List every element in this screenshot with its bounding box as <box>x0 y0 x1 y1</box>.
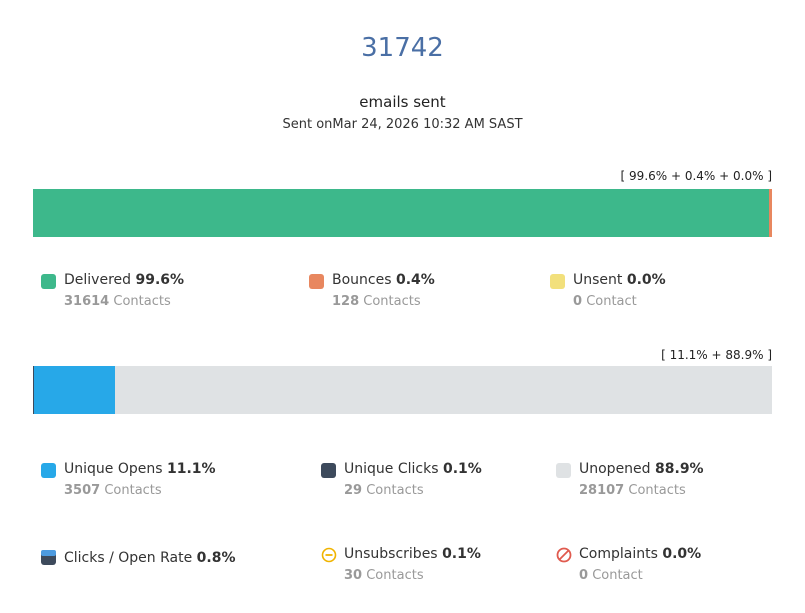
legend-swatch <box>41 274 56 289</box>
legend-swatch <box>550 274 565 289</box>
contact-unit: Contacts <box>363 294 421 309</box>
contact-count: 29 <box>344 483 363 498</box>
legend-swatch <box>309 274 324 289</box>
contact-count: 0 <box>573 294 583 309</box>
sent-count: 31742 <box>361 33 444 63</box>
legend-label: Complaints 0.0% <box>579 546 701 562</box>
contact-unit: Contacts <box>104 483 162 498</box>
sent-line: Sent onMar 24, 2026 10:32 AM SAST <box>0 117 805 132</box>
complaint-icon <box>556 547 572 563</box>
legend-label: Unique Opens 11.1% <box>64 461 216 477</box>
item-percent: 11.1% <box>166 461 216 477</box>
item-label: Complaints <box>579 546 658 562</box>
bar-segment <box>33 189 770 237</box>
item-percent: 88.9% <box>655 461 704 477</box>
delivery-bar <box>33 189 772 237</box>
contact-unit: Contact <box>586 294 637 309</box>
bar-segment <box>769 189 772 237</box>
item-percent: 0.1% <box>442 461 482 477</box>
contact-count: 0 <box>579 568 589 583</box>
item-label: Unsent <box>573 272 623 288</box>
contact-count: 3507 <box>64 483 101 498</box>
item-percent: 0.4% <box>395 272 435 288</box>
item-label: Unsubscribes <box>344 546 438 562</box>
legend-swatch <box>41 463 56 478</box>
item-label: Clicks / Open Rate <box>64 550 193 566</box>
delivery-summary: [ 99.6% + 0.4% + 0.0% ] <box>620 169 772 183</box>
legend-contacts: 0 Contact <box>579 568 643 583</box>
legend-swatch <box>556 463 571 478</box>
contact-count: 30 <box>344 568 363 583</box>
contact-count: 28107 <box>579 483 625 498</box>
contact-unit: Contacts <box>366 568 424 583</box>
contact-count: 31614 <box>64 294 110 309</box>
rate-icon <box>41 550 56 565</box>
bar-segment <box>115 366 772 414</box>
legend-contacts: 30 Contacts <box>344 568 424 583</box>
sent-prefix: Sent on <box>282 117 333 132</box>
item-label: Unique Clicks <box>344 461 439 477</box>
legend-label: Unsent 0.0% <box>573 272 666 288</box>
unsubscribe-icon <box>321 547 337 563</box>
item-percent: 99.6% <box>135 272 185 288</box>
engagement-bar <box>33 366 772 414</box>
legend-contacts: 31614 Contacts <box>64 294 171 309</box>
contact-count: 128 <box>332 294 360 309</box>
legend-contacts: 128 Contacts <box>332 294 421 309</box>
legend-contacts: 0 Contact <box>573 294 637 309</box>
legend-contacts: 28107 Contacts <box>579 483 686 498</box>
contact-unit: Contact <box>592 568 643 583</box>
legend-label: Clicks / Open Rate 0.8% <box>64 550 236 566</box>
legend-label: Delivered 99.6% <box>64 272 184 288</box>
item-percent: 0.8% <box>196 550 236 566</box>
sent-date: Mar 24, 2026 10:32 AM SAST <box>332 117 523 132</box>
item-percent: 0.0% <box>662 546 702 562</box>
legend-contacts: 3507 Contacts <box>64 483 162 498</box>
bar-segment <box>33 366 34 414</box>
legend-label: Unsubscribes 0.1% <box>344 546 481 562</box>
item-label: Delivered <box>64 272 132 288</box>
legend-label: Unique Clicks 0.1% <box>344 461 482 477</box>
item-percent: 0.1% <box>442 546 481 562</box>
bar-segment <box>33 366 116 414</box>
legend-label: Bounces 0.4% <box>332 272 435 288</box>
item-label: Unique Opens <box>64 461 163 477</box>
item-label: Unopened <box>579 461 651 477</box>
contact-unit: Contacts <box>628 483 686 498</box>
item-percent: 0.0% <box>626 272 666 288</box>
legend-swatch <box>321 463 336 478</box>
contact-unit: Contacts <box>366 483 424 498</box>
subtitle: emails sent <box>359 93 446 111</box>
engagement-summary: [ 11.1% + 88.9% ] <box>661 348 772 362</box>
legend-contacts: 29 Contacts <box>344 483 424 498</box>
legend-label: Unopened 88.9% <box>579 461 704 477</box>
contact-unit: Contacts <box>113 294 171 309</box>
item-label: Bounces <box>332 272 392 288</box>
